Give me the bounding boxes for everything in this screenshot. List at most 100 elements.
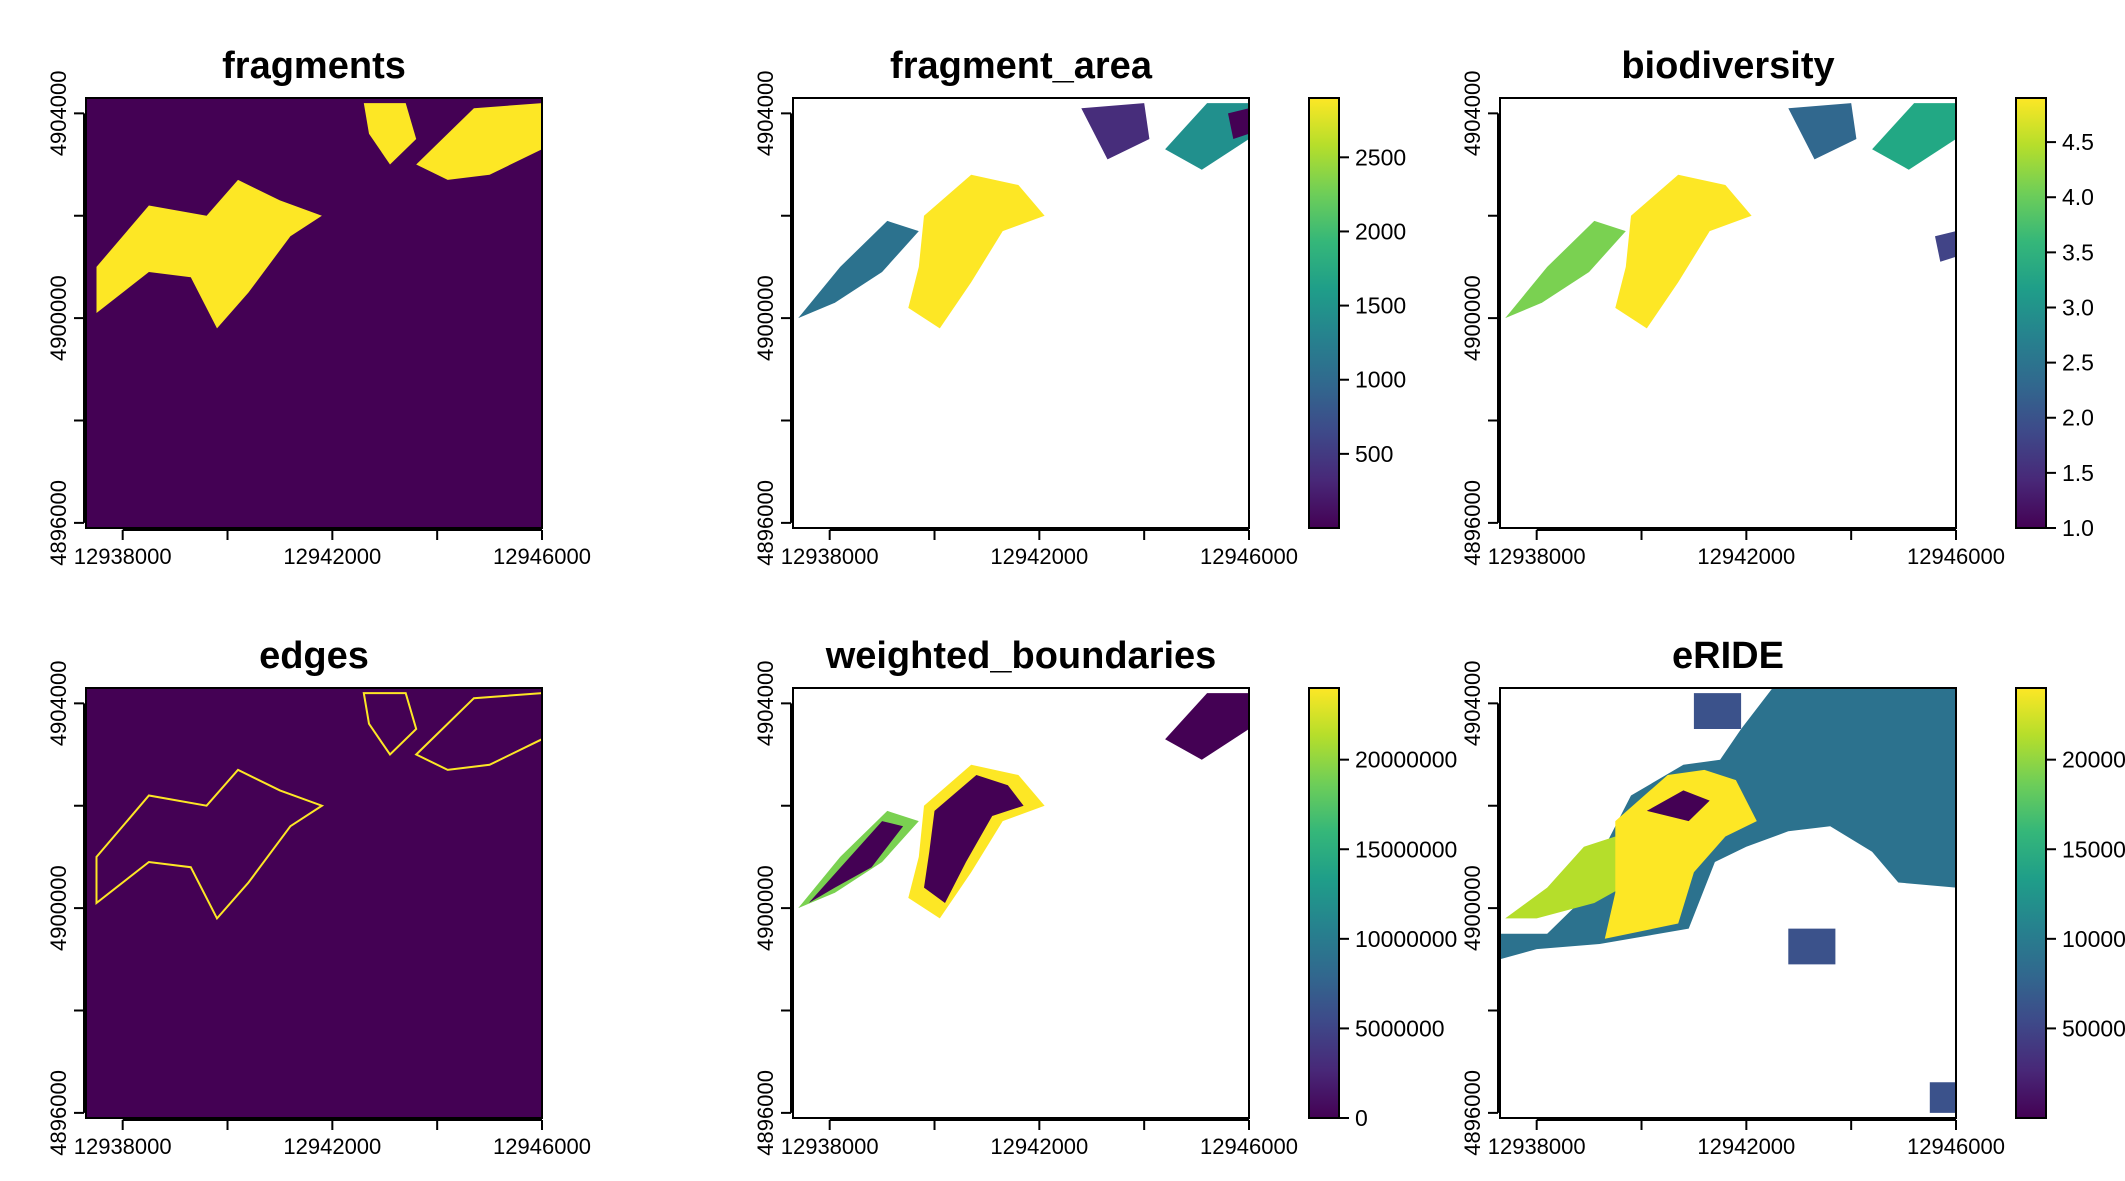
raster-region: [1788, 928, 1836, 965]
x-axis: 12938000 12942000 12946000: [781, 1119, 1298, 1159]
y-tick-label: 4896000: [46, 1070, 71, 1156]
y-tick-label: 4900000: [46, 275, 71, 361]
x-tick-label: 12942000: [990, 1134, 1088, 1159]
x-axis: 12938000 12942000 12946000: [74, 529, 591, 569]
y-tick-label: 4904000: [753, 71, 778, 157]
x-tick-label: 12946000: [1907, 544, 2005, 569]
x-tick-label: 12946000: [493, 544, 591, 569]
legend-tick-label: 1500: [1355, 293, 1406, 319]
legend-tick-label: 4.0: [2062, 184, 2094, 210]
plot-frame: [1499, 687, 1957, 1119]
y-tick-label: 4896000: [753, 1070, 778, 1156]
legend-tick-label: 1.5: [2062, 460, 2094, 486]
y-tick-label: 4900000: [753, 275, 778, 361]
y-tick-label: 4896000: [753, 480, 778, 566]
raster-region: [95, 768, 325, 921]
panel-title: biodiversity: [1621, 45, 1834, 87]
raster-layer: [95, 692, 542, 921]
panel-title: edges: [259, 635, 369, 677]
y-tick-label: 4900000: [753, 865, 778, 951]
plot-frame: [1499, 97, 1957, 529]
raster-layer: [1505, 103, 1956, 329]
x-tick-label: 12942000: [283, 544, 381, 569]
color-legend: 1.0 1.5 2.0 2.5 3.0 3.5 4.0 4.5: [2015, 97, 2094, 541]
legend-tick-label: 15000000: [2062, 836, 2125, 862]
raster-region: [1788, 103, 1857, 160]
legend-tick-label: 20000000: [1355, 747, 1457, 773]
raster-region: [96, 179, 322, 329]
x-tick-label: 12938000: [781, 1134, 879, 1159]
legend-tick-label: 20000000: [2062, 747, 2125, 773]
x-axis: 12938000 12942000 12946000: [781, 529, 1298, 569]
raster-layer: [96, 103, 542, 329]
legend-colorbar: [2015, 97, 2047, 529]
x-tick-label: 12946000: [493, 1134, 591, 1159]
panel-title: eRIDE: [1672, 635, 1784, 677]
panel-edges: edges 12938000 12942000 12946000 4896000 4900…: [46, 635, 591, 1159]
legend-tick-label: 4.5: [2062, 129, 2094, 155]
raster-region: [1604, 769, 1757, 939]
y-axis: 4896000 4900000 4904000: [46, 71, 85, 566]
panel-fragment-area: fragment_area 12938000 12942000 12946000 489…: [753, 45, 1406, 569]
raster-region: [362, 692, 418, 757]
panel-title: fragments: [222, 45, 406, 87]
raster-region: [363, 103, 417, 165]
y-tick-label: 4896000: [1460, 480, 1485, 566]
y-axis: 4896000 4900000 4904000: [753, 71, 792, 566]
color-legend: 0 5000000 10000000 15000000 20000000: [1308, 687, 1457, 1131]
x-tick-label: 12938000: [781, 544, 879, 569]
panel-title: fragment_area: [890, 45, 1153, 87]
panel-eRIDE: eRIDE 12938000 12942000 12946000 4896000 4900…: [1460, 635, 2125, 1159]
legend-tick-label: 1000: [1355, 367, 1406, 393]
raster-region: [808, 821, 904, 903]
color-legend: 5000000 10000000 15000000 20000000: [2015, 687, 2125, 1119]
panel-weighted-boundaries: weighted_boundaries 12938000 12942000 12946…: [753, 635, 1457, 1159]
legend-tick-label: 10000000: [2062, 926, 2125, 952]
raster-region: [1165, 693, 1249, 760]
y-tick-label: 4900000: [46, 865, 71, 951]
x-tick-label: 12938000: [74, 544, 172, 569]
legend-tick-label: 2000: [1355, 218, 1406, 244]
x-tick-label: 12942000: [990, 544, 1088, 569]
x-tick-label: 12942000: [1697, 1134, 1795, 1159]
plot-frame: [85, 97, 543, 529]
panel-biodiversity: biodiversity 12938000 12942000 12946000 4896…: [1460, 45, 2094, 569]
y-axis: 4896000 4900000 4904000: [1460, 661, 1499, 1156]
y-tick-label: 4904000: [1460, 661, 1485, 747]
x-tick-label: 12942000: [1697, 544, 1795, 569]
y-tick-label: 4896000: [46, 480, 71, 566]
x-tick-label: 12938000: [1488, 544, 1586, 569]
plot-background: [1500, 98, 1956, 528]
y-tick-label: 4904000: [46, 71, 71, 157]
y-axis: 4896000 4900000 4904000: [753, 661, 792, 1156]
y-tick-label: 4900000: [1460, 275, 1485, 361]
raster-layer: [1500, 688, 1956, 1113]
raster-region: [1081, 103, 1150, 160]
y-tick-label: 4904000: [1460, 71, 1485, 157]
legend-colorbar: [2015, 687, 2047, 1119]
x-tick-label: 12946000: [1907, 1134, 2005, 1159]
legend-tick-label: 3.5: [2062, 239, 2094, 265]
raster-region: [798, 220, 919, 319]
raster-region: [924, 775, 1024, 903]
panel-title: weighted_boundaries: [825, 635, 1217, 677]
plot-background: [793, 688, 1249, 1118]
y-axis: 4896000 4900000 4904000: [46, 661, 85, 1156]
panel-fragments: fragments 12938000 12942000 12946000 4896000…: [46, 45, 591, 569]
y-tick-label: 4900000: [1460, 865, 1485, 951]
x-axis: 12938000 12942000 12946000: [1488, 529, 2005, 569]
legend-tick-label: 2.0: [2062, 405, 2094, 431]
raster-region: [1929, 1082, 1956, 1113]
y-axis: 4896000 4900000 4904000: [1460, 71, 1499, 566]
raster-region: [1505, 836, 1631, 919]
raster-region: [1165, 103, 1249, 170]
x-tick-label: 12946000: [1200, 544, 1298, 569]
x-axis: 12938000 12942000 12946000: [74, 1119, 591, 1159]
x-tick-label: 12938000: [1488, 1134, 1586, 1159]
legend-tick-label: 5000000: [1355, 1015, 1445, 1041]
y-tick-label: 4896000: [1460, 1070, 1485, 1156]
legend-colorbar: [1308, 687, 1340, 1119]
raster-region: [1505, 220, 1626, 319]
plot-frame: [792, 687, 1250, 1119]
